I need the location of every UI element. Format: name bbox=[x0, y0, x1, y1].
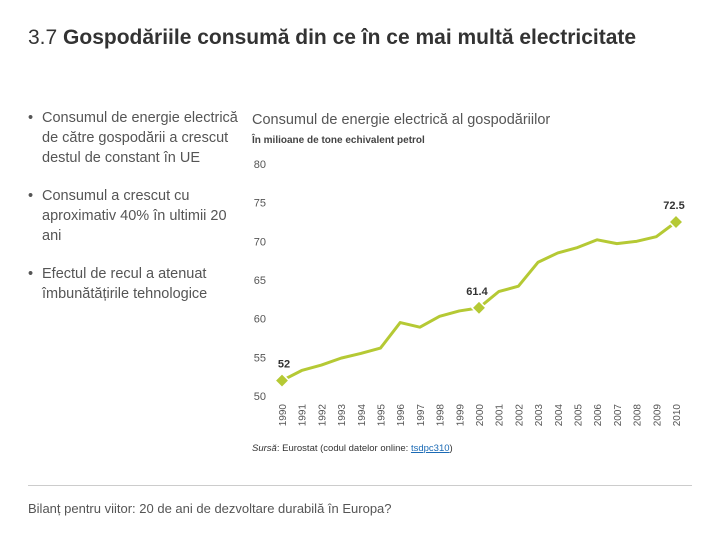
x-tick-label: 2005 bbox=[574, 404, 585, 427]
data-label: 52 bbox=[278, 359, 290, 371]
divider bbox=[28, 485, 692, 486]
source: Sursă: Eurostat (codul datelor online: t… bbox=[252, 443, 453, 454]
source-text: : Eurostat (codul datelor online: bbox=[276, 443, 411, 454]
bullet: Consumul a crescut cu aproximativ 40% în… bbox=[26, 186, 241, 246]
bullet: Efectul de recul a atenuat îmbunătățiril… bbox=[26, 264, 241, 304]
bullet-list: Consumul de energie electrică de către g… bbox=[26, 108, 241, 322]
source-close: ) bbox=[449, 443, 453, 454]
bullet: Consumul de energie electrică de către g… bbox=[26, 108, 241, 168]
x-tick-label: 2003 bbox=[534, 404, 545, 427]
x-tick-label: 2000 bbox=[475, 404, 486, 427]
x-tick-label: 1992 bbox=[317, 404, 328, 427]
x-tick-label: 1995 bbox=[377, 404, 388, 427]
marker bbox=[273, 372, 291, 389]
source-label: Sursă bbox=[252, 443, 277, 454]
x-tick-label: 2007 bbox=[613, 404, 624, 427]
slide-number: 3.7 bbox=[28, 26, 58, 49]
y-tick-label: 50 bbox=[254, 391, 266, 403]
y-tick-label: 75 bbox=[254, 198, 266, 210]
marker bbox=[470, 299, 488, 316]
data-label: 72.5 bbox=[663, 200, 684, 212]
x-tick-label: 1990 bbox=[278, 404, 289, 427]
x-tick-label: 1998 bbox=[436, 404, 447, 427]
x-tick-label: 1997 bbox=[416, 404, 427, 427]
y-tick-label: 80 bbox=[254, 159, 266, 171]
x-tick-label: 1994 bbox=[357, 404, 368, 427]
x-tick-label: 2002 bbox=[514, 404, 525, 427]
y-tick-label: 60 bbox=[254, 314, 266, 326]
x-tick-label: 2010 bbox=[672, 404, 683, 427]
y-tick-label: 65 bbox=[254, 275, 266, 287]
x-tick-label: 2008 bbox=[633, 404, 644, 427]
x-tick-label: 2009 bbox=[652, 404, 663, 427]
x-tick-label: 1991 bbox=[298, 404, 309, 427]
x-tick-label: 2006 bbox=[593, 404, 604, 427]
x-tick-label: 2001 bbox=[495, 404, 506, 427]
x-tick-label: 2004 bbox=[554, 404, 565, 427]
chart-subtitle: În milioane de tone echivalent petrol bbox=[251, 133, 425, 146]
marker bbox=[667, 213, 685, 231]
data-label: 61.4 bbox=[466, 286, 488, 298]
slide-title: 3.7 Gospodăriile consumă din ce în ce ma… bbox=[28, 24, 668, 52]
x-tick-label: 1993 bbox=[337, 404, 348, 427]
source-link[interactable]: tsdpc310 bbox=[410, 443, 450, 454]
chart-title: Consumul de energie electrică al gospodă… bbox=[252, 112, 550, 128]
y-tick-label: 55 bbox=[254, 352, 266, 364]
title-text: Gospodăriile consumă din ce în ce mai mu… bbox=[63, 26, 637, 49]
x-tick-label: 1999 bbox=[455, 404, 466, 427]
footer: Bilanț pentru viitor: 20 de ani de dezvo… bbox=[28, 501, 392, 516]
x-tick-label: 1996 bbox=[396, 404, 407, 427]
y-tick-label: 70 bbox=[254, 236, 266, 248]
